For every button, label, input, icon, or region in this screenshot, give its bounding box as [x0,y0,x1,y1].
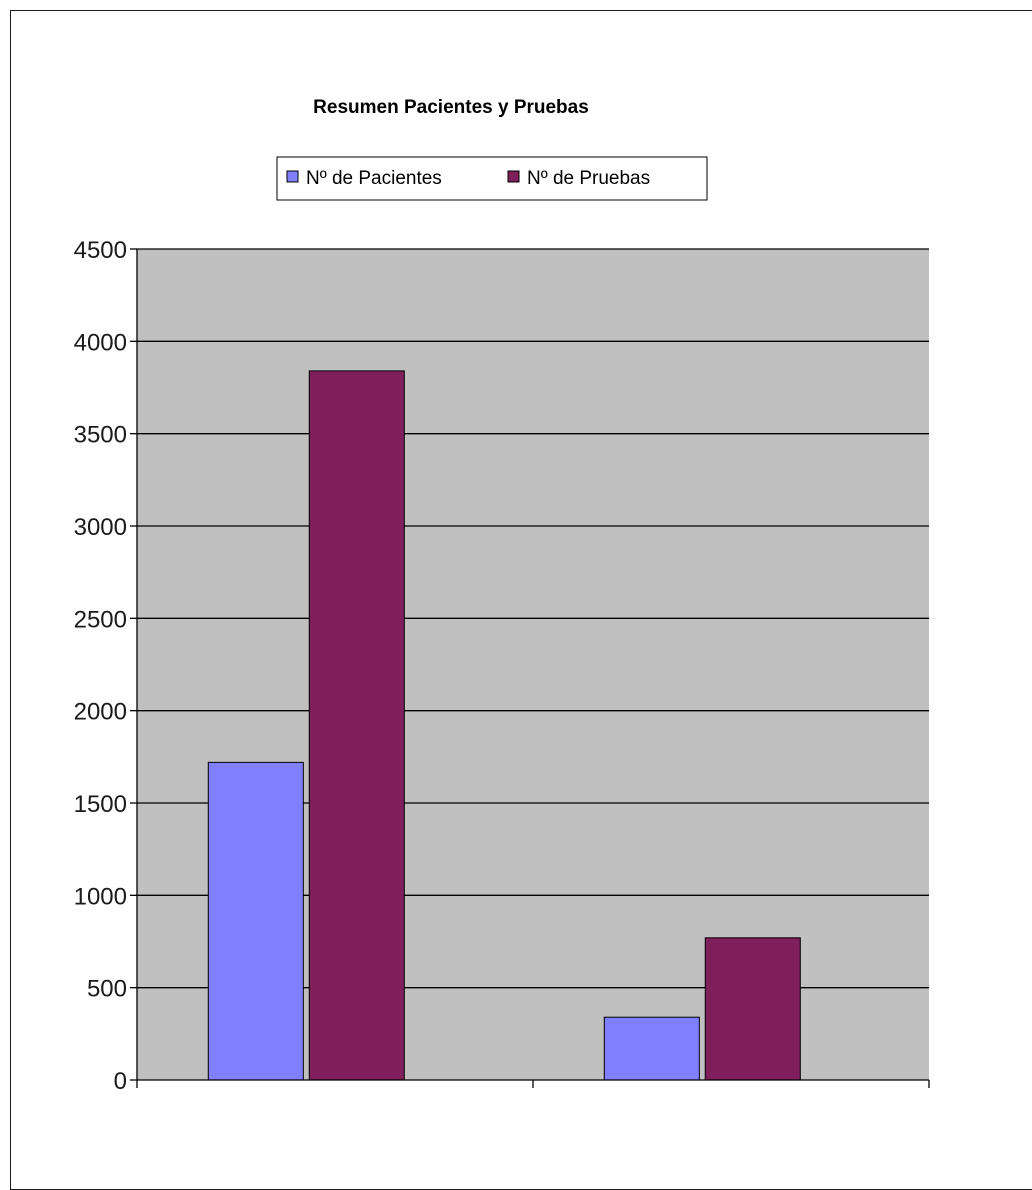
bar-pacientes-0 [207,761,304,1081]
y-tick-label: 3000 [74,514,127,541]
y-tick-label: 3500 [74,422,127,449]
chart-title: Resumen Pacientes y Pruebas [313,97,589,118]
y-tick-label: 4000 [74,329,127,356]
bars [207,370,801,1081]
y-tick-label: 1500 [74,791,127,818]
bar-pruebas-1 [704,937,801,1081]
legend-label-pruebas: Nº de Pruebas [527,168,650,189]
y-tick-label: 1000 [74,883,127,910]
axes [130,248,930,1088]
y-tick-label: 2000 [74,699,127,726]
legend-box [276,156,708,201]
y-tick-label: 2500 [74,606,127,633]
bar-pruebas-0 [308,370,405,1081]
legend-label-pacientes: Nº de Pacientes [306,168,442,189]
y-axis-tick-labels: 0 500 1000 1500 2000 2500 3000 3500 4000 4500 [74,237,127,1095]
y-tick-label: 4500 [74,237,127,264]
bar-pacientes-1 [603,1016,700,1081]
legend-swatch-pruebas [507,170,520,183]
legend: Nº de Pacientes Nº de Pruebas [276,156,708,201]
y-tick-label: 0 [114,1068,127,1095]
y-tick-label: 500 [87,976,127,1003]
legend-swatch-pacientes [286,170,299,183]
